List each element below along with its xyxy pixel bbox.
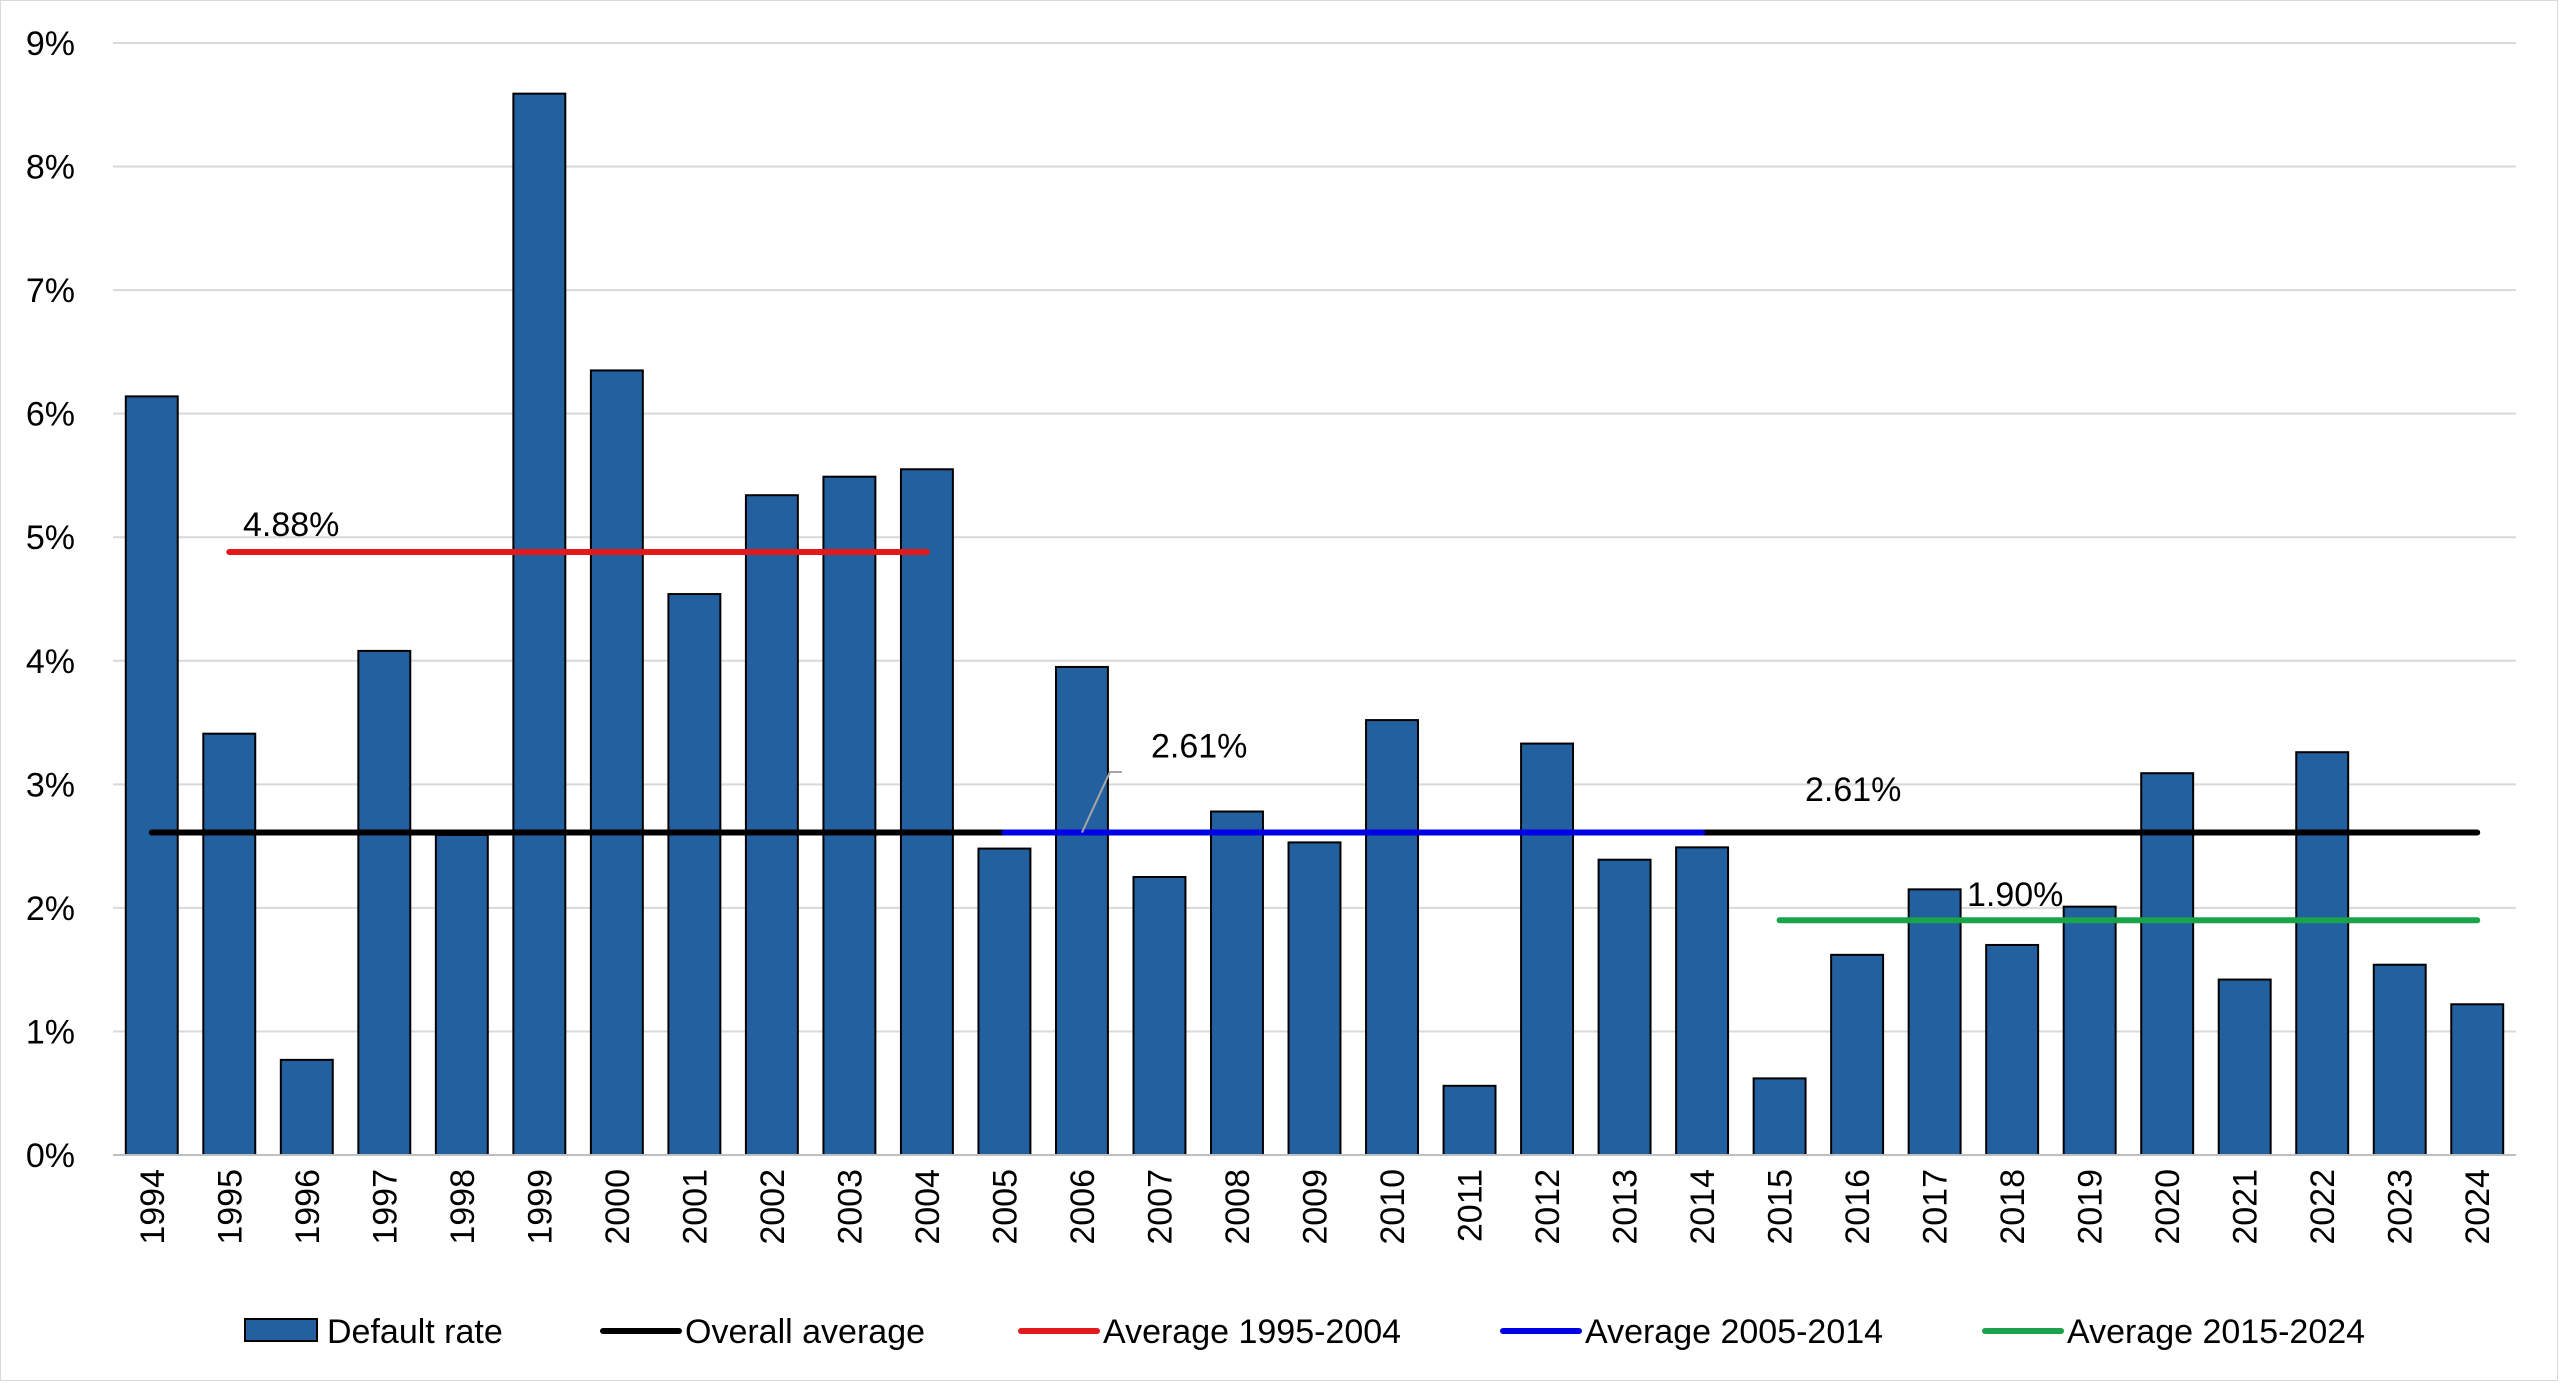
legend-item-default-rate: Default rate (244, 1313, 503, 1351)
y-tick-label: 8% (26, 149, 75, 187)
bar-1997 (357, 649, 412, 1156)
label-overall-average: 2.61% (1805, 771, 1901, 809)
bar-2023 (2372, 963, 2427, 1156)
legend-item-overall-average: Overall average (600, 1313, 925, 1351)
bar-2006 (1054, 665, 1109, 1156)
x-tick-label: 2014 (1684, 1169, 1722, 1245)
bar-2003 (822, 475, 877, 1156)
bar-2011 (1442, 1084, 1497, 1156)
x-axis-ticks: 1994 1995 1996 1997 1998 1999 2000 2001 2002 2003… (134, 1169, 2497, 1245)
x-tick-label: 2007 (1141, 1169, 1179, 1245)
x-tick-label: 2016 (1839, 1169, 1877, 1245)
x-tick-label: 2013 (1607, 1169, 1645, 1245)
bar-2013 (1597, 858, 1652, 1156)
bar-2017 (1907, 888, 1962, 1156)
x-tick-label: 2021 (2227, 1169, 2265, 1245)
legend: Default rate Overall average Average 1995-… (244, 1313, 2365, 1351)
y-tick-label: 0% (26, 1137, 75, 1175)
bar-2019 (2062, 905, 2117, 1156)
x-tick-label: 2003 (831, 1169, 869, 1245)
bar-2005 (977, 847, 1032, 1156)
bar-2021 (2217, 978, 2272, 1156)
bar-2007 (1132, 876, 1187, 1156)
bar-2014 (1675, 846, 1730, 1156)
x-tick-label: 1996 (289, 1169, 327, 1245)
bars (124, 92, 2505, 1157)
y-tick-label: 9% (26, 25, 75, 63)
bar-2015 (1752, 1077, 1807, 1156)
bar-2020 (2140, 772, 2195, 1156)
x-tick-label: 2004 (909, 1169, 947, 1245)
x-tick-label: 2005 (986, 1169, 1024, 1245)
x-tick-label: 2008 (1219, 1169, 1257, 1245)
label-average-2015-2024: 1.90% (1967, 876, 2063, 914)
bar-2002 (744, 494, 799, 1157)
bar-2004 (899, 468, 954, 1156)
x-tick-label: 2011 (1452, 1169, 1490, 1242)
legend-label: Overall average (685, 1313, 925, 1351)
bar-2010 (1365, 719, 1419, 1157)
x-tick-label: 2017 (1917, 1169, 1955, 1245)
y-tick-label: 5% (26, 519, 75, 557)
x-tick-label: 2000 (599, 1169, 637, 1245)
x-tick-label: 2001 (676, 1169, 714, 1245)
bar-2018 (1985, 943, 2040, 1157)
bar-2000 (589, 369, 644, 1156)
x-tick-label: 2018 (1994, 1169, 2032, 1245)
label-average-1995-2004: 4.88% (243, 506, 339, 544)
bar-2016 (1830, 953, 1885, 1157)
legend-item-average-1995-2004: Average 1995-2004 (1018, 1313, 1401, 1351)
bar-2008 (1210, 810, 1264, 1156)
legend-item-average-2015-2024: Average 2015-2024 (1982, 1313, 2365, 1351)
bar-1995 (202, 732, 257, 1156)
x-tick-label: 2024 (2459, 1169, 2497, 1245)
legend-label: Average 2015-2024 (2067, 1313, 2365, 1351)
x-tick-label: 1995 (211, 1169, 249, 1245)
legend-label: Default rate (327, 1313, 503, 1351)
legend-swatch (244, 1318, 318, 1342)
x-tick-label: 2019 (2072, 1169, 2110, 1245)
bar-1999 (512, 92, 567, 1156)
x-tick-label: 2006 (1064, 1169, 1102, 1245)
legend-label: Average 1995-2004 (1103, 1313, 1401, 1351)
y-tick-label: 4% (26, 643, 75, 681)
y-tick-label: 1% (26, 1013, 75, 1051)
x-tick-label: 2012 (1529, 1169, 1567, 1245)
y-tick-label: 2% (26, 890, 75, 928)
bar-2001 (667, 593, 722, 1156)
bar-1996 (279, 1058, 334, 1156)
y-axis-ticks: 0% 1% 2% 3% 4% 5% 6% 7% 8% 9% (26, 25, 75, 1175)
x-tick-label: 2023 (2382, 1169, 2420, 1245)
bar-1998 (434, 833, 489, 1156)
x-tick-label: 2010 (1374, 1169, 1412, 1245)
bar-2024 (2450, 1003, 2505, 1156)
x-tick-label: 2015 (1762, 1169, 1800, 1245)
x-tick-label: 1999 (521, 1169, 559, 1245)
leader-line (1081, 770, 1122, 833)
x-tick-label: 1998 (444, 1169, 482, 1245)
x-tick-label: 2022 (2304, 1169, 2342, 1245)
bar-2009 (1287, 841, 1342, 1156)
bar-2022 (2295, 751, 2350, 1156)
reference-lines (148, 549, 2481, 924)
x-tick-label: 2009 (1297, 1169, 1335, 1245)
x-tick-label: 2002 (754, 1169, 792, 1245)
annotations: 4.88% 2.61% 2.61% 1.90% (243, 506, 2063, 914)
x-tick-label: 1997 (366, 1169, 404, 1245)
x-tick-label: 2020 (2149, 1169, 2187, 1245)
bar-2012 (1520, 742, 1575, 1156)
bar-1994 (124, 395, 179, 1156)
label-average-2005-2014: 2.61% (1151, 728, 1247, 766)
y-tick-label: 6% (26, 396, 75, 434)
legend-item-average-2005-2014: Average 2005-2014 (1500, 1313, 1883, 1351)
legend-label: Average 2005-2014 (1585, 1313, 1883, 1351)
y-tick-label: 7% (26, 272, 75, 310)
y-tick-label: 3% (26, 766, 75, 804)
x-tick-label: 1994 (134, 1169, 172, 1245)
